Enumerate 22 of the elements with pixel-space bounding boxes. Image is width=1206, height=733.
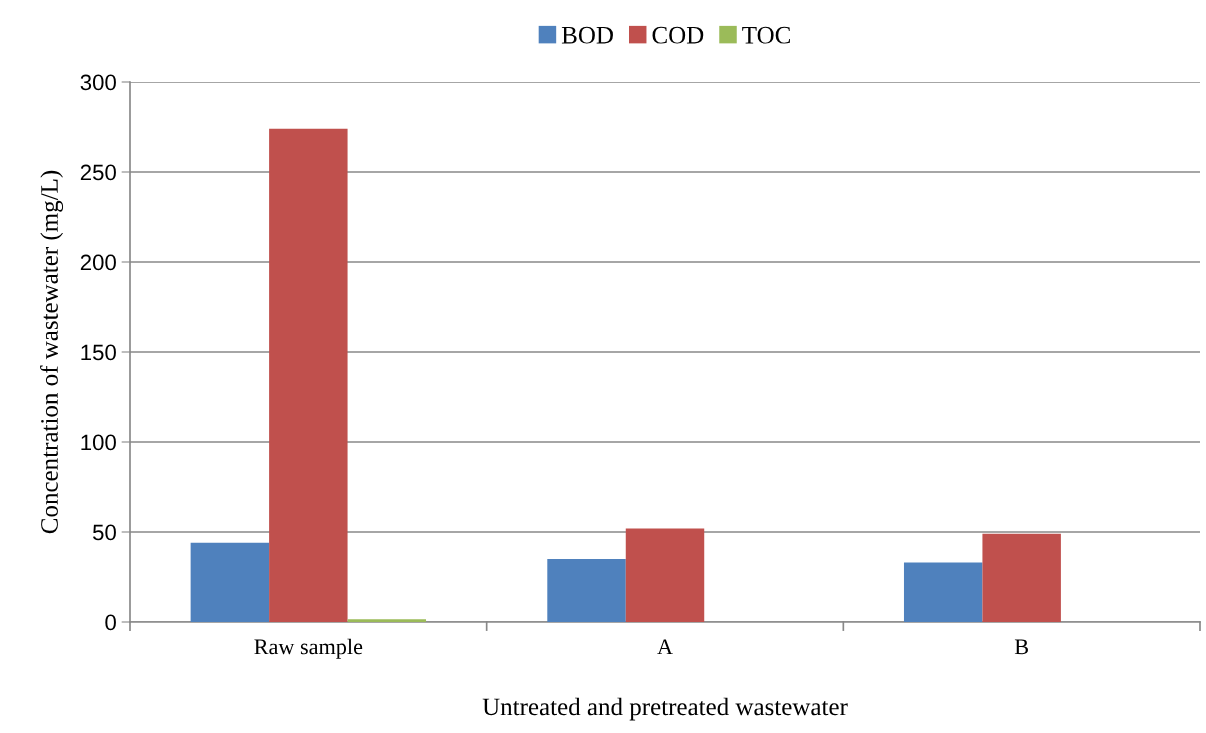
legend-label: BOD bbox=[561, 26, 613, 44]
bar bbox=[625, 528, 705, 622]
x-tick-label: Raw sample bbox=[254, 638, 363, 659]
y-tick-label: 200 bbox=[80, 254, 116, 271]
y-tick-label: 150 bbox=[81, 344, 116, 361]
y-tick-label: 250 bbox=[80, 164, 116, 181]
bar bbox=[982, 533, 1061, 622]
y-tick-label: 0 bbox=[105, 614, 116, 631]
bar bbox=[190, 542, 270, 622]
y-tick-label: 100 bbox=[81, 434, 116, 451]
bar bbox=[269, 128, 348, 622]
legend-label: TOC bbox=[742, 26, 790, 44]
y-axis-title: Concentration of wastewater (mg/L) bbox=[40, 170, 64, 534]
bar bbox=[903, 562, 983, 622]
bar bbox=[347, 619, 427, 622]
y-tick-label: 300 bbox=[80, 74, 116, 91]
x-axis-title: Untreated and pretreated wastewater bbox=[482, 697, 848, 721]
y-tick-label: 50 bbox=[92, 524, 116, 541]
bar bbox=[547, 559, 626, 622]
x-tick-label: A bbox=[657, 639, 673, 655]
legend-label: COD bbox=[652, 26, 704, 44]
x-tick-label: B bbox=[1014, 639, 1028, 655]
